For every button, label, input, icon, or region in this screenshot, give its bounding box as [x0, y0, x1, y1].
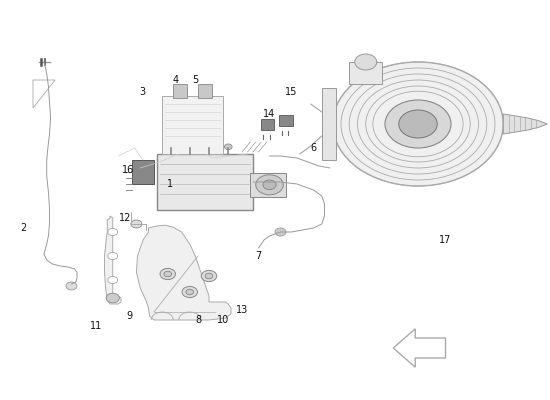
Text: 16: 16: [122, 165, 134, 175]
Text: 11: 11: [90, 321, 102, 331]
Bar: [162, 96, 223, 154]
Circle shape: [106, 293, 119, 303]
Circle shape: [385, 100, 451, 148]
Circle shape: [186, 144, 194, 150]
Circle shape: [182, 286, 197, 298]
Circle shape: [201, 270, 217, 282]
Circle shape: [186, 289, 194, 295]
Text: 1: 1: [167, 179, 174, 189]
Text: 15: 15: [285, 87, 298, 97]
Bar: [250, 173, 286, 197]
Circle shape: [256, 175, 283, 195]
Text: 2: 2: [20, 223, 26, 233]
Polygon shape: [393, 329, 446, 367]
Circle shape: [248, 178, 258, 186]
Circle shape: [160, 268, 175, 280]
Bar: [173, 84, 187, 98]
Bar: [322, 88, 336, 160]
Circle shape: [205, 273, 213, 279]
Polygon shape: [104, 216, 121, 304]
Bar: [279, 115, 293, 126]
Text: 8: 8: [195, 315, 201, 325]
Circle shape: [275, 228, 286, 236]
Text: 5: 5: [192, 75, 199, 85]
Circle shape: [108, 228, 118, 236]
Circle shape: [108, 276, 118, 284]
Polygon shape: [503, 114, 547, 134]
Text: 14: 14: [263, 109, 276, 119]
Circle shape: [167, 144, 174, 150]
Circle shape: [333, 62, 503, 186]
Circle shape: [224, 144, 232, 150]
Text: 6: 6: [310, 143, 317, 153]
Circle shape: [164, 271, 172, 277]
Text: 13: 13: [236, 305, 248, 315]
Bar: [157, 154, 253, 210]
Text: 4: 4: [173, 75, 179, 85]
Circle shape: [263, 180, 276, 190]
Bar: [198, 84, 212, 98]
Text: 7: 7: [255, 251, 262, 261]
Text: 17: 17: [439, 235, 452, 245]
Circle shape: [66, 282, 77, 290]
Text: 3: 3: [139, 87, 145, 97]
Circle shape: [108, 252, 118, 260]
Circle shape: [399, 110, 437, 138]
Text: 12: 12: [119, 213, 131, 223]
Circle shape: [131, 220, 142, 228]
Circle shape: [205, 144, 213, 150]
Text: 10: 10: [217, 315, 229, 325]
Text: 9: 9: [126, 311, 133, 321]
Bar: [349, 62, 382, 84]
Circle shape: [355, 54, 377, 70]
Bar: [261, 119, 274, 130]
Polygon shape: [136, 225, 231, 320]
Bar: [132, 160, 154, 184]
